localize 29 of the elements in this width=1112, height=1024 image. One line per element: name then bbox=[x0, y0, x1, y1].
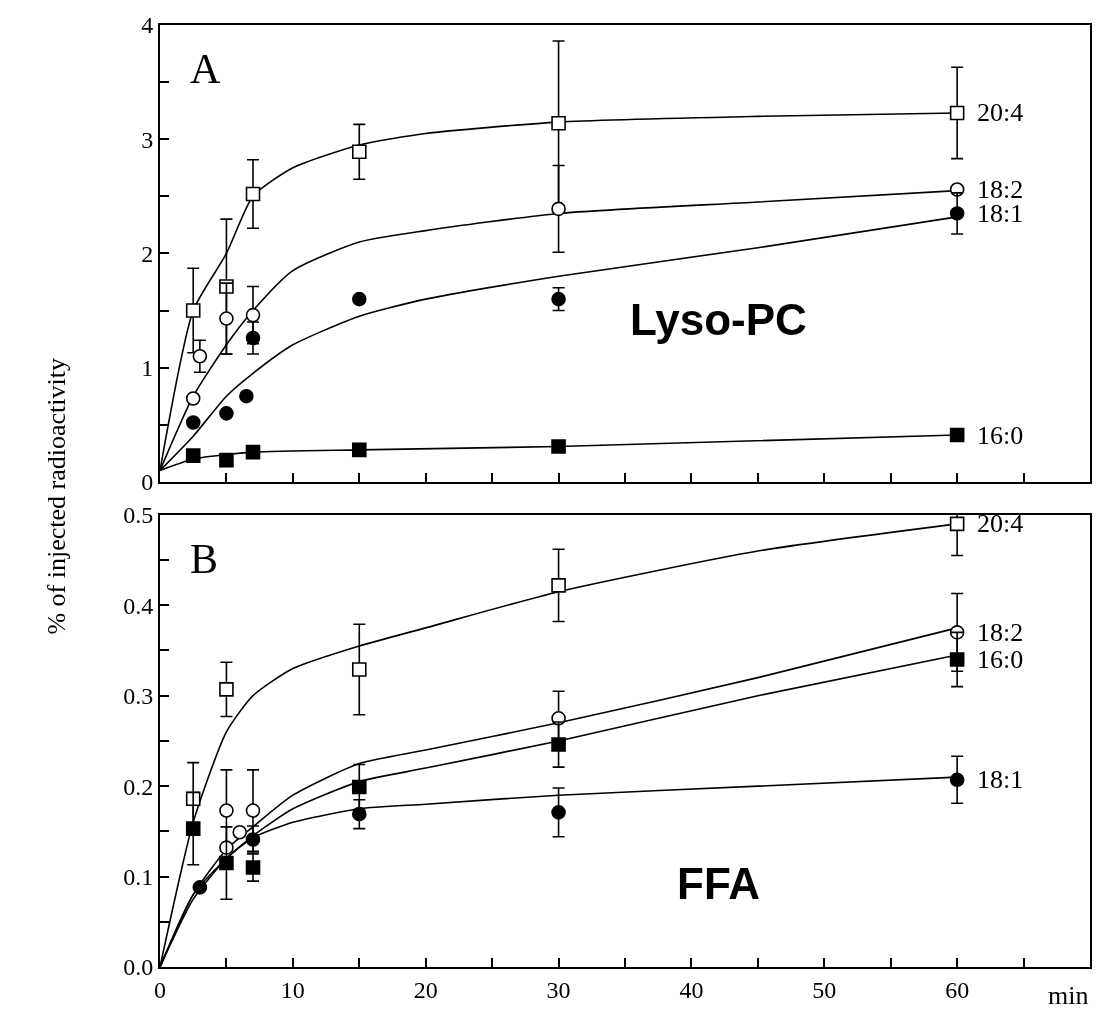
series-label: 18:1 bbox=[977, 765, 1024, 794]
annotation: B bbox=[190, 536, 219, 582]
y-tick-label: 0.3 bbox=[123, 683, 154, 710]
annotation: Lyso-PC bbox=[630, 295, 807, 344]
y-tick-label: 4 bbox=[141, 12, 154, 39]
annotation: A bbox=[190, 46, 221, 92]
series-label: 20:4 bbox=[977, 509, 1024, 538]
y-tick-label: 3 bbox=[141, 126, 154, 153]
x-tick-label: 20 bbox=[413, 976, 438, 1003]
y-tick-label: 0.5 bbox=[123, 502, 154, 529]
y-tick-label: 0.0 bbox=[123, 954, 154, 981]
y-tick-label: 0.2 bbox=[123, 773, 154, 800]
x-axis-title: min bbox=[1048, 981, 1089, 1010]
y-tick-label: 0 bbox=[141, 469, 154, 496]
y-tick-label: 0.1 bbox=[123, 863, 154, 890]
x-tick-label: 60 bbox=[945, 976, 970, 1003]
x-tick-label: 30 bbox=[546, 976, 571, 1003]
y-tick-label: 1 bbox=[141, 355, 154, 382]
series-label: 16:0 bbox=[977, 645, 1024, 674]
x-tick-label: 40 bbox=[679, 976, 704, 1003]
y-axis-title: % of injected radioactivity bbox=[41, 358, 71, 635]
annotation: FFA bbox=[677, 859, 761, 908]
y-tick-label: 0.4 bbox=[123, 592, 154, 619]
series-label: 18:2 bbox=[977, 618, 1024, 647]
series-label: 20:4 bbox=[977, 98, 1024, 127]
series-label: 16:0 bbox=[977, 421, 1024, 450]
x-tick-label: 10 bbox=[280, 976, 305, 1003]
y-tick-label: 2 bbox=[141, 240, 154, 267]
x-tick-label: 50 bbox=[812, 976, 837, 1003]
